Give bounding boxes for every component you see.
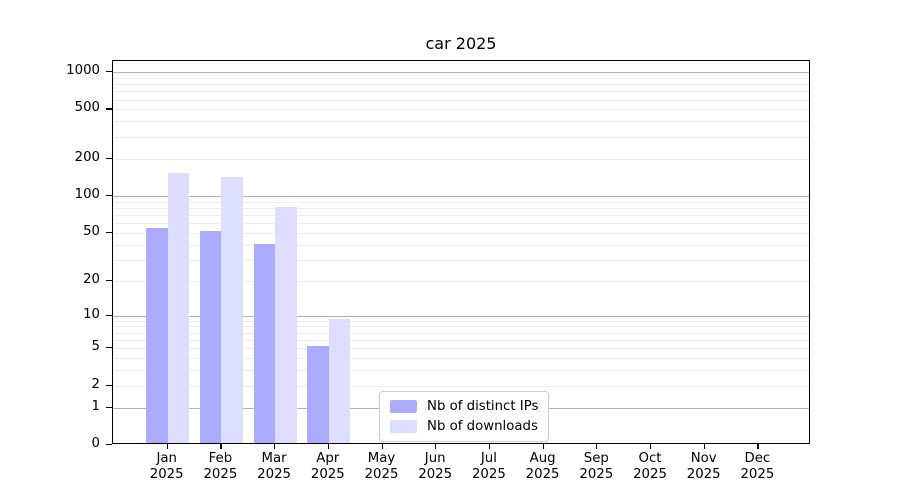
x-axis-tick bbox=[435, 444, 437, 449]
x-axis-tick bbox=[220, 444, 222, 449]
x-tick-label-nov: Nov 2025 bbox=[686, 451, 721, 482]
y-tick-label-1: 1 bbox=[91, 398, 100, 414]
bar-jan-distinct-ips bbox=[146, 227, 168, 443]
x-tick-label-sep: Sep 2025 bbox=[579, 451, 614, 482]
x-tick-label-mar: Mar 2025 bbox=[257, 451, 292, 482]
x-axis-tick bbox=[327, 444, 329, 449]
x-tick-label-jan: Jan 2025 bbox=[149, 451, 184, 482]
y-axis-tick bbox=[106, 231, 112, 233]
x-axis-tick bbox=[703, 444, 705, 449]
y-axis-tick bbox=[106, 279, 112, 281]
minor-gridline bbox=[113, 358, 809, 360]
minor-gridline bbox=[113, 84, 809, 86]
x-tick-label-may: May 2025 bbox=[364, 451, 399, 482]
bar-jan-downloads bbox=[167, 173, 190, 443]
y-axis-tick bbox=[106, 157, 112, 159]
legend-swatch-downloads bbox=[390, 420, 417, 433]
minor-gridline bbox=[113, 121, 809, 123]
y-tick-label-1000: 1000 bbox=[66, 63, 100, 78]
y-axis-tick bbox=[106, 194, 112, 197]
minor-gridline bbox=[113, 77, 809, 79]
y-tick-label-0: 0 bbox=[91, 436, 100, 451]
x-axis-tick bbox=[381, 444, 383, 449]
minor-gridline bbox=[113, 332, 809, 334]
minor-gridline bbox=[113, 385, 809, 387]
y-tick-label-20: 20 bbox=[83, 271, 100, 287]
minor-gridline bbox=[113, 348, 809, 350]
x-axis-tick bbox=[166, 444, 168, 449]
y-axis-tick bbox=[106, 347, 112, 349]
x-axis-tick bbox=[596, 444, 598, 449]
bar-apr-downloads bbox=[328, 318, 351, 443]
y-tick-label-100: 100 bbox=[74, 186, 100, 202]
y-tick-label-50: 50 bbox=[83, 223, 100, 239]
y-tick-label-5: 5 bbox=[91, 339, 100, 355]
minor-gridline bbox=[113, 326, 809, 328]
minor-gridline bbox=[113, 109, 809, 111]
chart-title: car 2025 bbox=[425, 34, 497, 53]
legend-label-distinct-ips: Nb of distinct IPs bbox=[427, 399, 539, 414]
y-tick-label-200: 200 bbox=[74, 149, 100, 165]
bar-mar-downloads bbox=[275, 207, 297, 443]
legend-swatch-distinct-ips bbox=[390, 400, 417, 413]
y-tick-label-500: 500 bbox=[74, 100, 100, 116]
legend-label-downloads: Nb of downloads bbox=[427, 419, 538, 434]
major-gridline bbox=[113, 72, 809, 73]
x-tick-label-oct: Oct 2025 bbox=[633, 451, 667, 482]
bar-apr-distinct-ips bbox=[307, 346, 329, 443]
minor-gridline bbox=[113, 232, 809, 234]
legend-item-distinct-ips: Nb of distinct IPs bbox=[390, 399, 538, 414]
x-tick-label-dec: Dec 2025 bbox=[740, 451, 775, 482]
x-tick-label-apr: Apr 2025 bbox=[310, 451, 345, 482]
x-axis-tick bbox=[757, 444, 759, 449]
bar-feb-distinct-ips bbox=[199, 230, 222, 443]
minor-gridline bbox=[113, 320, 809, 322]
y-axis-tick bbox=[106, 444, 112, 446]
y-axis-tick bbox=[106, 71, 112, 73]
minor-gridline bbox=[113, 223, 809, 225]
x-axis-tick bbox=[488, 444, 491, 449]
x-axis-tick bbox=[274, 444, 276, 449]
y-axis-tick bbox=[106, 314, 112, 316]
minor-gridline bbox=[113, 158, 809, 160]
y-axis-tick bbox=[106, 406, 112, 408]
legend-item-downloads: Nb of downloads bbox=[390, 419, 538, 434]
minor-gridline bbox=[113, 207, 809, 209]
plot-area bbox=[112, 60, 810, 444]
bar-mar-distinct-ips bbox=[253, 243, 276, 443]
minor-gridline bbox=[113, 259, 809, 261]
minor-gridline bbox=[113, 340, 809, 341]
legend: Nb of distinct IPs Nb of downloads bbox=[379, 391, 550, 442]
y-tick-label-10: 10 bbox=[83, 306, 100, 322]
x-axis-tick bbox=[542, 444, 544, 449]
x-tick-label-feb: Feb 2025 bbox=[203, 451, 238, 482]
major-gridline bbox=[113, 315, 809, 317]
minor-gridline bbox=[113, 91, 809, 93]
y-axis-tick bbox=[106, 384, 112, 386]
y-axis-tick bbox=[106, 108, 112, 110]
minor-gridline bbox=[113, 370, 809, 372]
major-gridline bbox=[113, 195, 809, 197]
minor-gridline bbox=[113, 201, 809, 203]
minor-gridline bbox=[113, 136, 809, 138]
x-axis-tick bbox=[650, 444, 652, 449]
minor-gridline bbox=[113, 280, 809, 282]
minor-gridline bbox=[113, 99, 809, 101]
y-tick-label-2: 2 bbox=[91, 376, 100, 392]
minor-gridline bbox=[113, 214, 809, 216]
x-tick-label-jul: Jul 2025 bbox=[471, 451, 506, 482]
x-tick-label-jun: Jun 2025 bbox=[418, 451, 453, 482]
bar-feb-downloads bbox=[221, 177, 243, 443]
minor-gridline bbox=[113, 244, 809, 246]
x-tick-label-aug: Aug 2025 bbox=[525, 451, 560, 482]
